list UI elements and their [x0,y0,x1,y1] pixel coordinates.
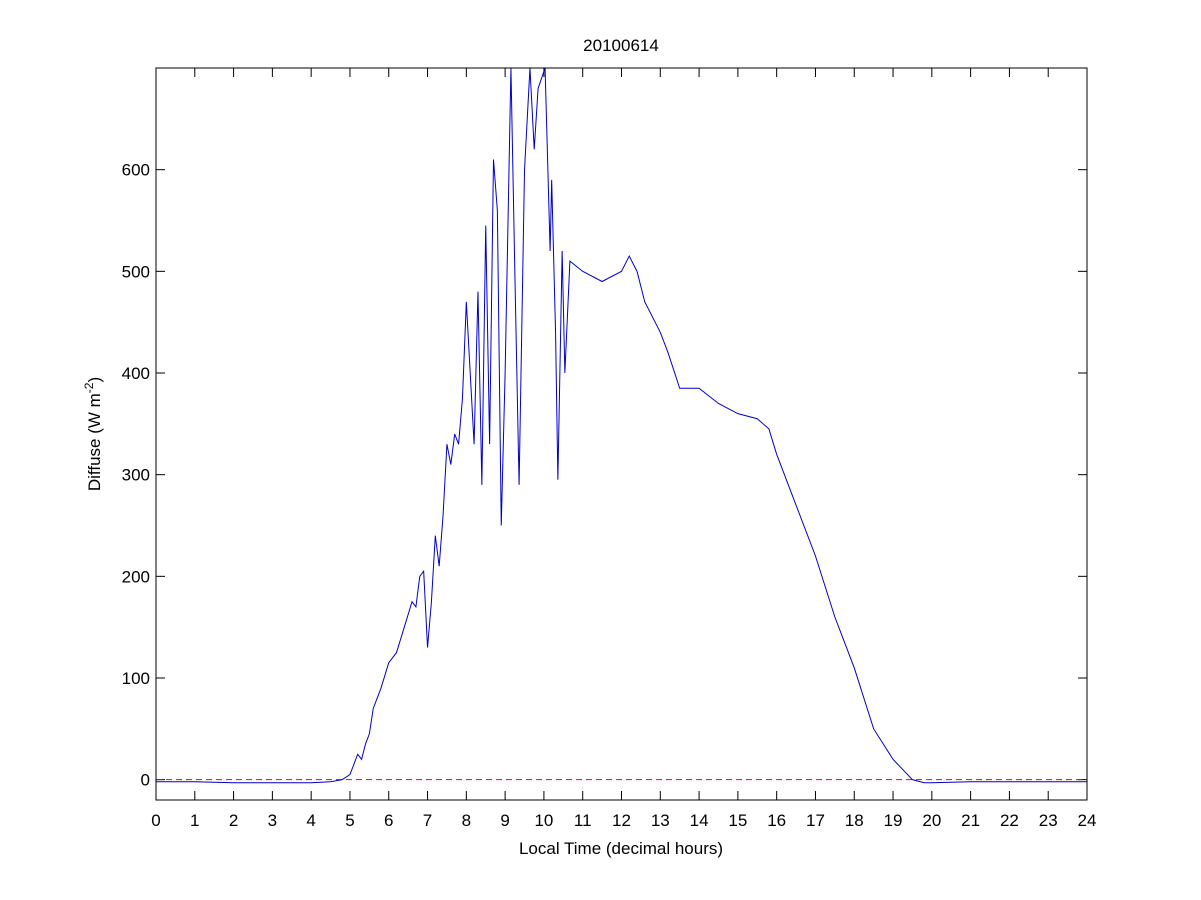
x-tick-label: 11 [574,811,592,830]
x-tick-label: 13 [651,811,670,830]
y-tick-label: 600 [122,161,150,180]
y-label-text: Diffuse (W m [85,393,104,491]
y-axis-label: Diffuse (W m-2) [82,377,104,491]
x-tick-label: 17 [806,811,825,830]
x-tick-label: 18 [845,811,864,830]
x-tick-label: 24 [1078,811,1097,830]
x-tick-label: 22 [1000,811,1019,830]
x-tick-label: 21 [961,811,980,830]
plot-area [156,68,1087,784]
axes-box [155,67,1088,801]
x-axis-label: Local Time (decimal hours) [519,839,723,858]
y-tick-label: 300 [122,466,150,485]
x-tick-label: 23 [1039,811,1058,830]
x-tick-label: 16 [767,811,786,830]
x-tick-label: 9 [500,811,509,830]
x-tick-label: 12 [612,811,631,830]
x-tick-label: 0 [151,811,160,830]
x-tick-label: 7 [423,811,432,830]
x-tick-label: 8 [462,811,471,830]
y-label-end: ) [85,377,104,383]
x-tick-label: 14 [690,811,709,830]
y-tick-label: 500 [122,262,150,281]
data-line [156,68,1087,784]
chart-title: 20100614 [583,36,659,55]
x-tick-label: 5 [345,811,354,830]
x-tick-label: 4 [306,811,315,830]
x-tick-label: 19 [884,811,903,830]
y-label-sup: -2 [82,382,96,393]
y-tick-label: 0 [141,771,150,790]
y-tick-label: 400 [122,364,150,383]
x-tick-label: 15 [728,811,747,830]
x-tick-label: 6 [384,811,393,830]
y-tick-label: 100 [122,669,150,688]
x-tick-label: 3 [268,811,277,830]
x-tick-label: 1 [190,811,199,830]
y-tick-label: 200 [122,567,150,586]
x-tick-label: 2 [229,811,238,830]
x-tick-label: 20 [922,811,941,830]
x-tick-label: 10 [534,811,553,830]
